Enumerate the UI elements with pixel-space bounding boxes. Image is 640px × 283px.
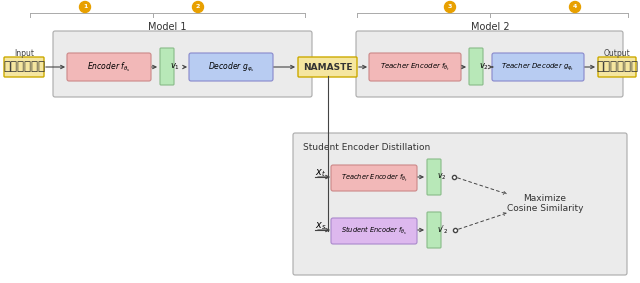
Text: $v_1$: $v_1$ — [170, 61, 180, 72]
Text: 4: 4 — [573, 5, 577, 10]
Circle shape — [570, 1, 580, 12]
Text: 2: 2 — [196, 5, 200, 10]
Text: Teacher Encoder $f_{\theta_t}$: Teacher Encoder $f_{\theta_t}$ — [340, 172, 407, 183]
Text: Student Encoder $f_{\theta_s}$: Student Encoder $f_{\theta_s}$ — [341, 225, 407, 237]
FancyBboxPatch shape — [189, 53, 273, 81]
Text: 3: 3 — [448, 5, 452, 10]
FancyBboxPatch shape — [469, 48, 483, 85]
Text: $v_2$: $v_2$ — [479, 61, 489, 72]
FancyBboxPatch shape — [53, 31, 312, 97]
FancyBboxPatch shape — [331, 218, 417, 244]
Text: Model 2: Model 2 — [470, 22, 509, 32]
Text: Maximize
Cosine Similarity: Maximize Cosine Similarity — [507, 194, 583, 213]
Text: 1: 1 — [83, 5, 87, 10]
FancyBboxPatch shape — [427, 159, 441, 195]
FancyBboxPatch shape — [67, 53, 151, 81]
Text: Model 1: Model 1 — [148, 22, 186, 32]
Text: $v'_2$: $v'_2$ — [437, 224, 449, 236]
Circle shape — [79, 1, 90, 12]
Text: Encoder $f_{\theta_s}$: Encoder $f_{\theta_s}$ — [87, 60, 131, 74]
Text: $x_s$: $x_s$ — [314, 220, 326, 232]
Circle shape — [445, 1, 456, 12]
FancyBboxPatch shape — [293, 133, 627, 275]
Text: Teacher Decoder $g_{\varphi_t}$: Teacher Decoder $g_{\varphi_t}$ — [501, 61, 575, 73]
Text: Output: Output — [604, 48, 630, 57]
FancyBboxPatch shape — [160, 48, 174, 85]
FancyBboxPatch shape — [356, 31, 623, 97]
Text: NAMASTE: NAMASTE — [303, 63, 352, 72]
Text: ನಮಸ್ತೆ: ನಮಸ್ತೆ — [596, 61, 638, 74]
Text: $x_t$: $x_t$ — [315, 167, 326, 179]
Text: Input: Input — [14, 48, 34, 57]
FancyBboxPatch shape — [598, 57, 636, 77]
Text: नमस्ते: नमस्ते — [3, 61, 45, 74]
FancyBboxPatch shape — [331, 165, 417, 191]
FancyBboxPatch shape — [298, 57, 357, 77]
FancyBboxPatch shape — [369, 53, 461, 81]
FancyBboxPatch shape — [492, 53, 584, 81]
Text: Teacher Encoder $f_{\theta_t}$: Teacher Encoder $f_{\theta_t}$ — [380, 61, 450, 72]
FancyBboxPatch shape — [4, 57, 44, 77]
Text: Decoder $g_{\varphi_s}$: Decoder $g_{\varphi_s}$ — [207, 60, 254, 74]
Circle shape — [193, 1, 204, 12]
Text: Student Encoder Distillation: Student Encoder Distillation — [303, 143, 430, 151]
FancyBboxPatch shape — [427, 212, 441, 248]
Text: $v_2$: $v_2$ — [437, 172, 447, 182]
